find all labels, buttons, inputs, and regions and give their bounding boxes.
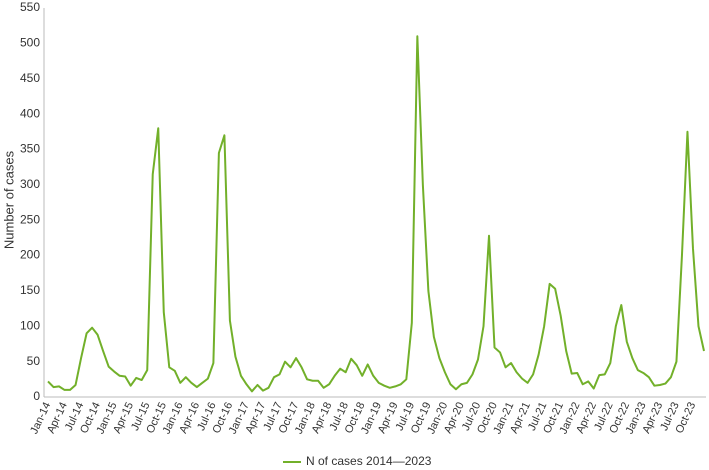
y-tick-label: 100 [20, 318, 40, 332]
y-tick-label: 300 [20, 177, 40, 191]
y-tick-label: 350 [20, 142, 40, 156]
y-tick-label: 50 [27, 354, 41, 368]
y-tick-label: 450 [20, 71, 40, 85]
y-tick-label: 500 [20, 36, 40, 50]
y-tick-label: 0 [33, 389, 40, 403]
data-line [47, 35, 705, 393]
legend-label: N of cases 2014—2023 [306, 454, 432, 468]
y-tick-label: 250 [20, 212, 40, 226]
y-axis-title: Number of cases [1, 150, 16, 249]
y-tick-label: 150 [20, 283, 40, 297]
y-tick-label: 550 [20, 0, 40, 14]
y-tick-label: 200 [20, 248, 40, 262]
y-tick-label: 400 [20, 106, 40, 120]
